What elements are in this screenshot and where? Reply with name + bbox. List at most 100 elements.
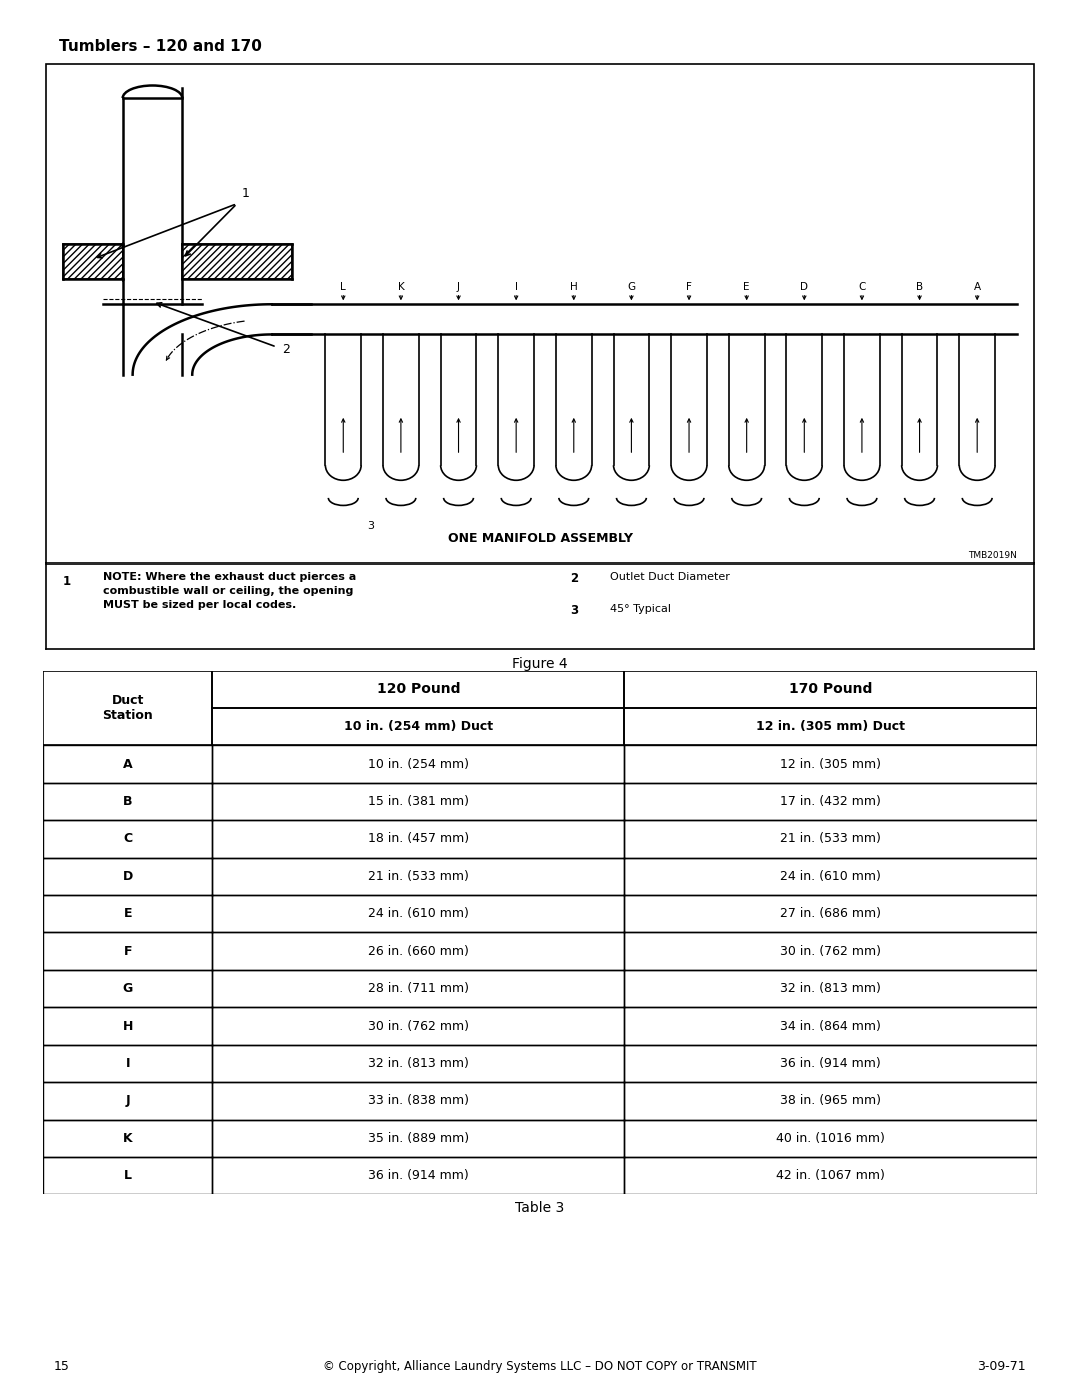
Bar bbox=[43, 1119, 212, 1157]
Bar bbox=[212, 970, 624, 1007]
Bar bbox=[212, 858, 624, 895]
Bar bbox=[43, 895, 212, 933]
Text: G: G bbox=[122, 982, 133, 995]
Text: ONE MANIFOLD ASSEMBLY: ONE MANIFOLD ASSEMBLY bbox=[447, 532, 633, 545]
Text: A: A bbox=[123, 757, 133, 771]
Text: 3: 3 bbox=[570, 604, 578, 617]
Text: 40 in. (1016 mm): 40 in. (1016 mm) bbox=[777, 1132, 886, 1144]
Text: 2: 2 bbox=[282, 344, 289, 356]
Text: NOTE: Where the exhaust duct pierces a
combustible wall or ceiling, the opening
: NOTE: Where the exhaust duct pierces a c… bbox=[103, 573, 356, 610]
Bar bbox=[183, 244, 292, 279]
Text: K: K bbox=[397, 282, 404, 292]
Text: 35 in. (889 mm): 35 in. (889 mm) bbox=[367, 1132, 469, 1144]
Bar bbox=[624, 1083, 1037, 1119]
Bar bbox=[43, 746, 212, 782]
Text: 1: 1 bbox=[63, 574, 71, 588]
Text: 27 in. (686 mm): 27 in. (686 mm) bbox=[780, 907, 881, 921]
Text: K: K bbox=[123, 1132, 133, 1144]
Text: 21 in. (533 mm): 21 in. (533 mm) bbox=[780, 833, 881, 845]
Text: 28 in. (711 mm): 28 in. (711 mm) bbox=[368, 982, 469, 995]
Text: 30 in. (762 mm): 30 in. (762 mm) bbox=[368, 1020, 469, 1032]
Bar bbox=[624, 933, 1037, 970]
Text: 15: 15 bbox=[54, 1359, 70, 1373]
Text: 24 in. (610 mm): 24 in. (610 mm) bbox=[780, 870, 881, 883]
Bar bbox=[212, 895, 624, 933]
Bar bbox=[212, 708, 624, 746]
Bar bbox=[624, 1045, 1037, 1083]
Bar bbox=[212, 820, 624, 858]
Text: A: A bbox=[974, 282, 981, 292]
Bar bbox=[43, 1007, 212, 1045]
Text: B: B bbox=[123, 795, 133, 807]
Text: Table 3: Table 3 bbox=[515, 1201, 565, 1215]
Bar bbox=[43, 820, 212, 858]
Bar bbox=[624, 820, 1037, 858]
Bar bbox=[212, 933, 624, 970]
Text: J: J bbox=[457, 282, 460, 292]
Bar bbox=[624, 970, 1037, 1007]
Text: Tumblers – 120 and 170: Tumblers – 120 and 170 bbox=[59, 39, 262, 54]
Text: 30 in. (762 mm): 30 in. (762 mm) bbox=[780, 944, 881, 958]
Text: 1: 1 bbox=[242, 187, 249, 200]
Text: C: C bbox=[123, 833, 132, 845]
Bar bbox=[43, 933, 212, 970]
Bar bbox=[624, 895, 1037, 933]
Text: © Copyright, Alliance Laundry Systems LLC – DO NOT COPY or TRANSMIT: © Copyright, Alliance Laundry Systems LL… bbox=[323, 1359, 757, 1373]
Text: 15 in. (381 mm): 15 in. (381 mm) bbox=[368, 795, 469, 807]
Text: 42 in. (1067 mm): 42 in. (1067 mm) bbox=[777, 1169, 886, 1182]
Text: H: H bbox=[570, 282, 578, 292]
Bar bbox=[43, 671, 212, 746]
Text: 170 Pound: 170 Pound bbox=[789, 682, 873, 696]
Text: 36 in. (914 mm): 36 in. (914 mm) bbox=[780, 1058, 881, 1070]
Text: Outlet Duct Diameter: Outlet Duct Diameter bbox=[609, 573, 729, 583]
Bar bbox=[624, 1119, 1037, 1157]
Bar bbox=[43, 858, 212, 895]
Text: 10 in. (254 mm) Duct: 10 in. (254 mm) Duct bbox=[343, 721, 492, 733]
Bar bbox=[43, 1045, 212, 1083]
Text: I: I bbox=[125, 1058, 130, 1070]
Text: Figure 4: Figure 4 bbox=[512, 657, 568, 671]
Text: F: F bbox=[686, 282, 692, 292]
Text: 3: 3 bbox=[367, 521, 375, 531]
Bar bbox=[43, 782, 212, 820]
Text: 120 Pound: 120 Pound bbox=[377, 682, 460, 696]
Text: 36 in. (914 mm): 36 in. (914 mm) bbox=[368, 1169, 469, 1182]
Text: TMB2019N: TMB2019N bbox=[968, 552, 1017, 560]
Bar bbox=[212, 1045, 624, 1083]
Bar bbox=[63, 244, 123, 279]
Bar bbox=[212, 1083, 624, 1119]
Text: C: C bbox=[859, 282, 865, 292]
Text: 33 in. (838 mm): 33 in. (838 mm) bbox=[368, 1094, 469, 1108]
Text: 3-09-71: 3-09-71 bbox=[977, 1359, 1026, 1373]
Bar bbox=[624, 1157, 1037, 1194]
Text: 26 in. (660 mm): 26 in. (660 mm) bbox=[368, 944, 469, 958]
Bar bbox=[43, 1157, 212, 1194]
Bar bbox=[212, 782, 624, 820]
Bar bbox=[212, 671, 624, 708]
Bar bbox=[624, 1007, 1037, 1045]
Bar bbox=[212, 1119, 624, 1157]
Text: 12 in. (305 mm): 12 in. (305 mm) bbox=[780, 757, 881, 771]
Text: I: I bbox=[515, 282, 517, 292]
Text: F: F bbox=[123, 944, 132, 958]
Bar bbox=[624, 782, 1037, 820]
Text: 2: 2 bbox=[570, 573, 578, 585]
Bar bbox=[43, 1083, 212, 1119]
Text: E: E bbox=[743, 282, 750, 292]
Text: L: L bbox=[123, 1169, 132, 1182]
Text: J: J bbox=[125, 1094, 130, 1108]
Text: D: D bbox=[122, 870, 133, 883]
Text: Duct
Station: Duct Station bbox=[103, 694, 153, 722]
Text: B: B bbox=[916, 282, 923, 292]
Text: 45° Typical: 45° Typical bbox=[609, 604, 671, 613]
Bar bbox=[212, 746, 624, 782]
Text: 24 in. (610 mm): 24 in. (610 mm) bbox=[368, 907, 469, 921]
Text: L: L bbox=[340, 282, 347, 292]
Bar bbox=[624, 671, 1037, 708]
Bar bbox=[43, 970, 212, 1007]
Text: 32 in. (813 mm): 32 in. (813 mm) bbox=[780, 982, 881, 995]
Text: 17 in. (432 mm): 17 in. (432 mm) bbox=[780, 795, 881, 807]
Bar bbox=[624, 708, 1037, 746]
Text: G: G bbox=[627, 282, 635, 292]
Text: 10 in. (254 mm): 10 in. (254 mm) bbox=[368, 757, 469, 771]
